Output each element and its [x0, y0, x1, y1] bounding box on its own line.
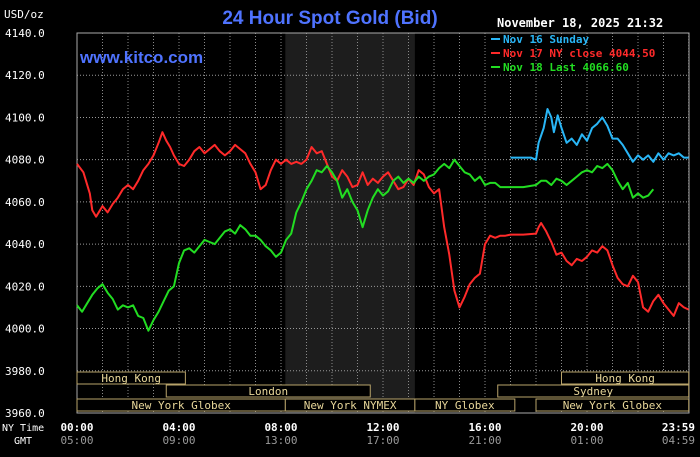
trading-session-bars: Hong Kong London New York Globex New York N… [76, 371, 690, 412]
unit-label: USD/oz [4, 8, 44, 21]
session-label: New York Globex [563, 399, 663, 412]
ny-time-tick: 04:00 [162, 421, 195, 434]
session-bar: Hong Kong [561, 371, 690, 385]
y-tick-label: 3960.0 [5, 407, 45, 420]
session-bar-rect [535, 398, 690, 412]
session-bar-rect [165, 384, 371, 398]
y-tick-label: 4040.0 [5, 238, 45, 251]
session-label: Hong Kong [101, 372, 161, 385]
session-bar: New York NYMEX [284, 398, 416, 412]
legend-entry-nov17: Nov 17 NY close 4044.50 [503, 47, 655, 60]
gmt-tick: 01:00 [570, 434, 603, 447]
y-tick-label: 4020.0 [5, 280, 45, 293]
ny-time-tick: 20:00 [570, 421, 603, 434]
gmt-label: GMT [14, 436, 32, 447]
session-label: London [248, 385, 288, 398]
legend-entry-nov16: Nov 16 Sunday [503, 33, 589, 46]
kitco-watermark: www.kitco.com [79, 48, 203, 67]
ny-time-tick: 16:00 [468, 421, 501, 434]
session-label: Sydney [573, 385, 613, 398]
session-bar-rect [497, 384, 690, 398]
series-line-2 [76, 158, 655, 332]
y-tick-label: 4120.0 [5, 69, 45, 82]
y-tick-label: 4000.0 [5, 323, 45, 336]
legend: Nov 16 Sunday Nov 17 NY close 4044.50 No… [491, 33, 655, 74]
gmt-tick: 05:00 [60, 434, 93, 447]
session-label: New York NYMEX [304, 399, 397, 412]
y-tick-label: 4140.0 [5, 27, 45, 40]
gmt-tick: 13:00 [264, 434, 297, 447]
timestamp: November 18, 2025 21:32 [497, 16, 663, 30]
session-label: New York Globex [131, 399, 231, 412]
ny-time-tick: 08:00 [264, 421, 297, 434]
ny-time-tick: 12:00 [366, 421, 399, 434]
ny-time-tick: 00:00 [60, 421, 93, 434]
series-line-0 [510, 108, 689, 163]
gmt-tick: 09:00 [162, 434, 195, 447]
y-tick-label: 3980.0 [5, 365, 45, 378]
price-series [76, 108, 690, 332]
y-tick-label: 4060.0 [5, 196, 45, 209]
session-bar: NY Globex [414, 398, 516, 412]
grid-lines [76, 32, 690, 414]
legend-entry-nov18: Nov 18 Last 4066.60 [503, 61, 629, 74]
session-bar: London [165, 384, 371, 398]
gmt-tick: 21:00 [468, 434, 501, 447]
gmt-tick: 17:00 [366, 434, 399, 447]
session-label: Hong Kong [595, 372, 655, 385]
y-axis: 3960.0 3980.0 4000.0 4020.0 4040.0 4060.0 4080… [5, 27, 45, 420]
y-tick-label: 4080.0 [5, 154, 45, 167]
ny-time-tick: 23:59 [662, 421, 695, 434]
session-label: NY Globex [435, 399, 495, 412]
session-bar-rect [76, 371, 186, 385]
session-bar: Hong Kong [76, 371, 186, 385]
gmt-tick: 04:59 [662, 434, 695, 447]
series-line-1 [76, 131, 690, 317]
session-bar: New York Globex [535, 398, 690, 412]
session-bar-rect [414, 398, 516, 412]
ny-time-label: NY Time [2, 423, 44, 434]
session-bar: New York Globex [76, 398, 286, 412]
chart-title: 24 Hour Spot Gold (Bid) [222, 8, 437, 29]
plot-frame [76, 32, 690, 414]
session-bar: Sydney [497, 384, 690, 398]
y-tick-label: 4100.0 [5, 111, 45, 124]
session-bar-rect [561, 371, 690, 385]
nymex-session-band [285, 33, 415, 413]
